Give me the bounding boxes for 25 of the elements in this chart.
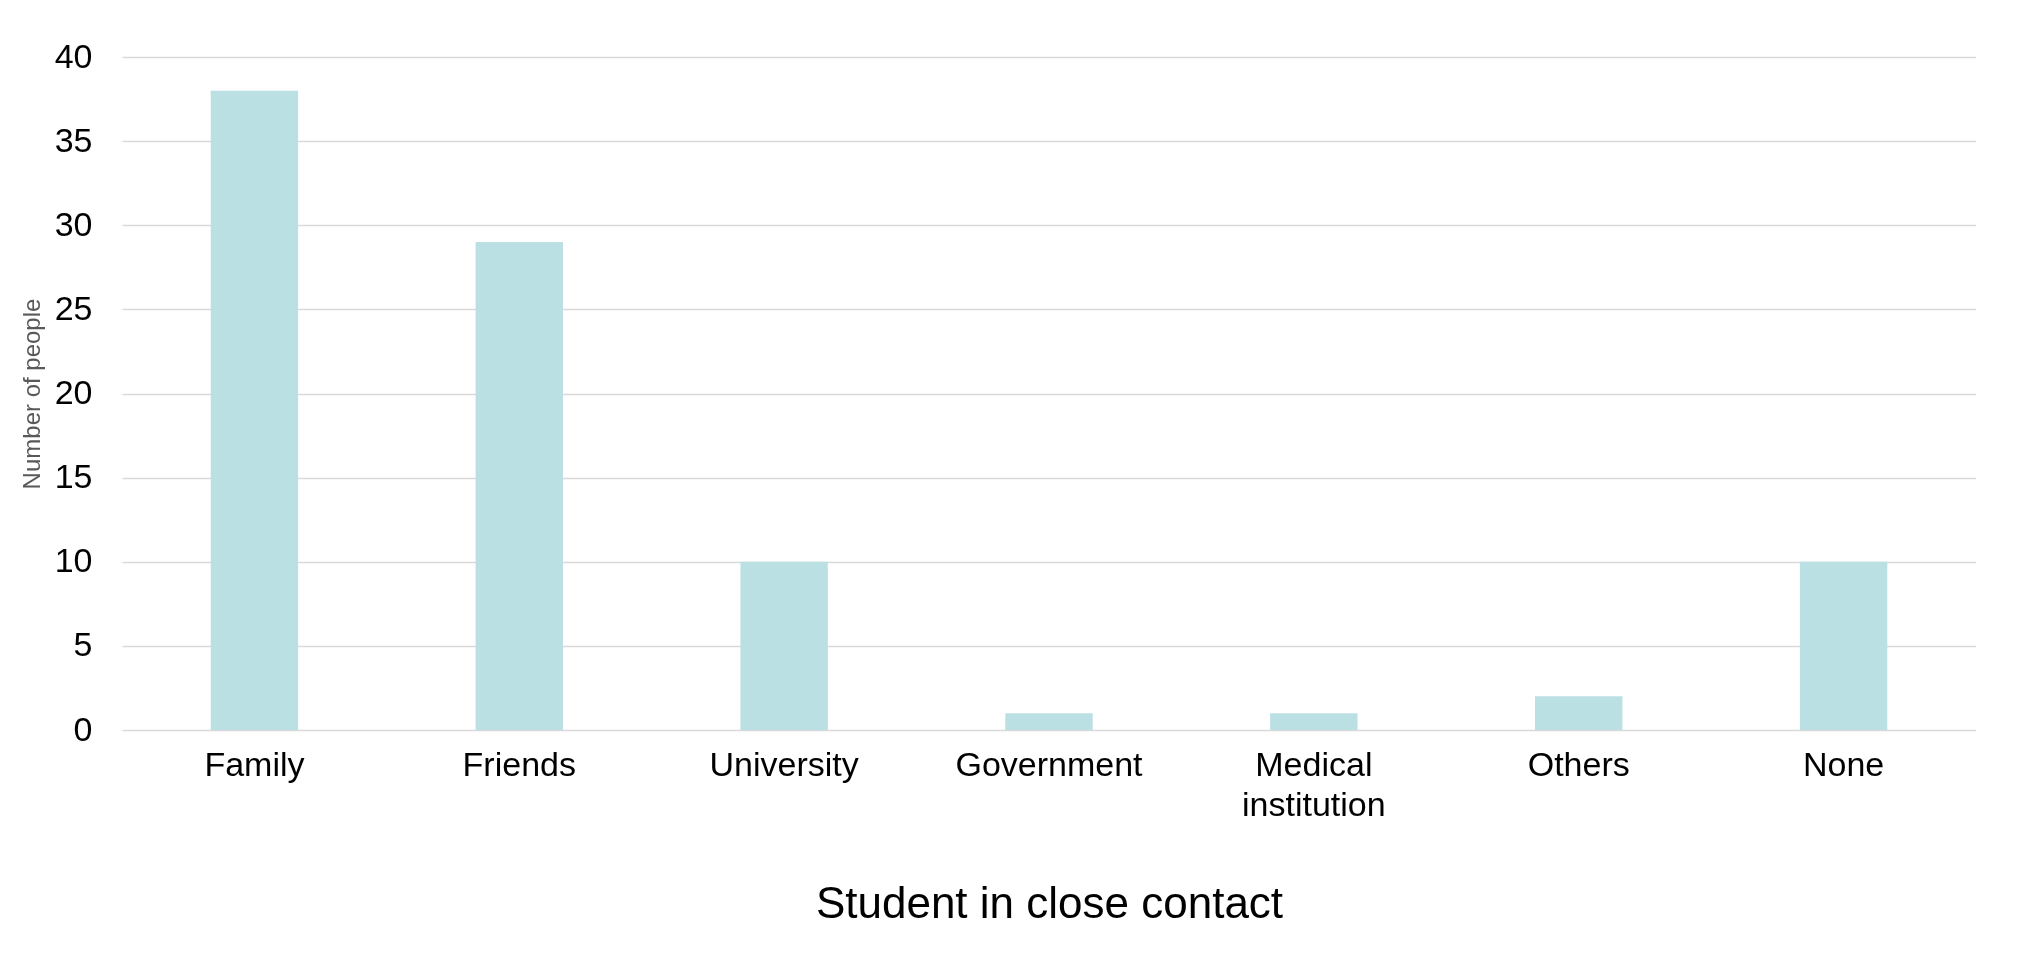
bar: [210, 90, 299, 730]
bar: [1535, 696, 1623, 730]
y-tick-label: 35: [54, 120, 93, 159]
y-tick-label: 30: [54, 204, 93, 243]
x-tick-label: Friends: [462, 744, 576, 783]
x-tick-label: Family: [204, 744, 305, 783]
y-tick-label: 40: [54, 36, 93, 75]
y-tick-label: 0: [73, 709, 93, 748]
y-tick-label: 15: [54, 457, 93, 496]
x-tick-label: Medical institution: [1242, 744, 1386, 823]
bar: [1005, 713, 1093, 730]
bar: [740, 561, 828, 730]
x-tick-label: Others: [1527, 744, 1630, 783]
x-tick-label: None: [1802, 744, 1885, 783]
y-tick-label: 20: [54, 373, 93, 411]
y-tick-label: 5: [73, 625, 93, 664]
bar: [475, 242, 563, 730]
bar: [1799, 561, 1888, 730]
y-tick-label: 10: [54, 541, 93, 580]
x-tick-label: University: [709, 744, 859, 783]
x-tick-label: Government: [955, 744, 1144, 783]
y-axis-title: Number of people: [17, 298, 45, 490]
x-axis-title: Student in close contact: [815, 877, 1284, 927]
bar: [1270, 713, 1358, 730]
y-tick-label: 25: [54, 288, 93, 327]
